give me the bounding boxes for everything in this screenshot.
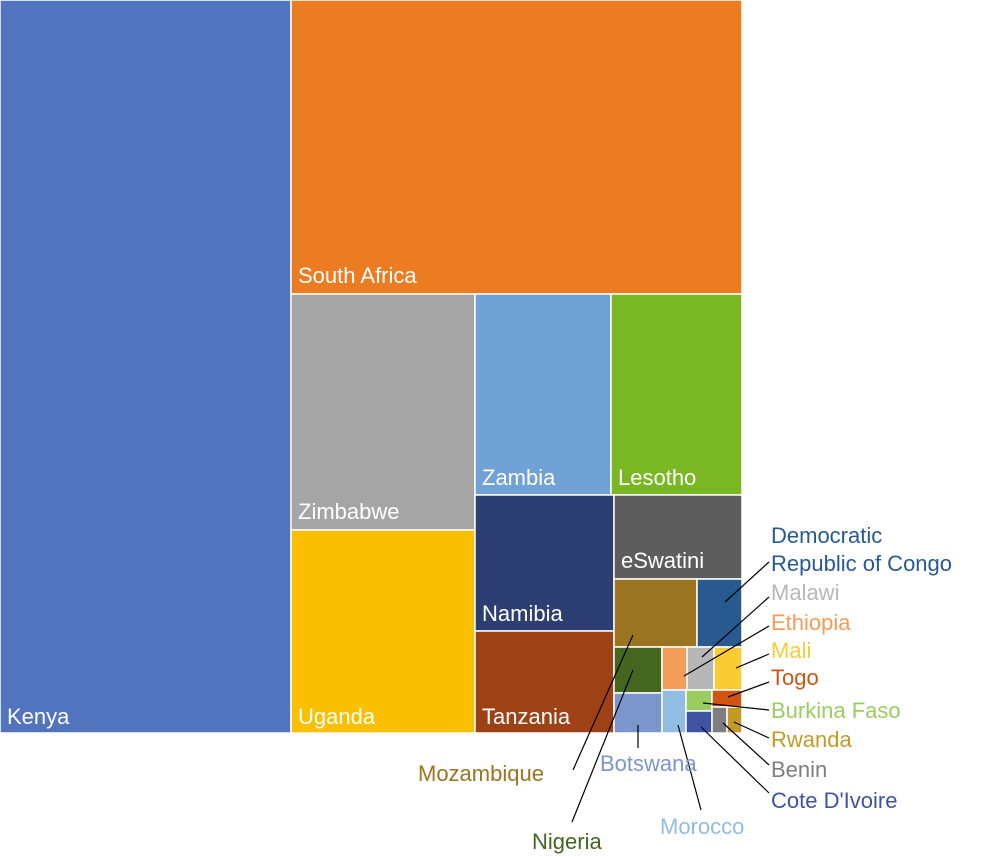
treemap-cell-mozambique <box>613 578 698 648</box>
leader-line-ethiopia <box>683 625 770 677</box>
leader-line-mozambique <box>572 634 634 771</box>
treemap-cell-morocco <box>661 689 687 734</box>
treemap-label-burkina-faso: Burkina Faso <box>771 698 901 723</box>
treemap-cell-ethiopia <box>661 646 688 691</box>
treemap-label-lesotho: Lesotho <box>618 465 696 490</box>
treemap-label-malawi: Malawi <box>771 580 839 605</box>
leader-line-burkina-faso <box>702 702 770 711</box>
treemap-label-ethiopia: Ethiopia <box>771 610 851 635</box>
treemap-cell-democratic-republic-of-congo <box>696 578 743 648</box>
leader-line-mali <box>735 653 770 669</box>
leader-line-cote-d-ivoire <box>700 726 770 794</box>
leader-line-togo <box>727 681 770 698</box>
treemap-cell-uganda <box>290 529 476 734</box>
treemap-label-zambia: Zambia <box>482 465 556 490</box>
treemap-label-rwanda: Rwanda <box>771 727 852 752</box>
treemap-cell-nigeria <box>613 646 663 694</box>
leader-line-rwanda <box>733 721 770 739</box>
treemap-cell-namibia <box>474 494 615 632</box>
treemap-label-mozambique: Mozambique <box>418 761 544 786</box>
treemap-cell-zimbabwe <box>290 293 476 531</box>
treemap-label-south-africa: South Africa <box>298 263 417 288</box>
treemap-cell-cote-d-ivoire <box>685 710 713 734</box>
leader-line-benin <box>722 722 770 766</box>
treemap-cell-kenya <box>0 0 292 734</box>
treemap-label-zimbabwe: Zimbabwe <box>298 499 399 524</box>
treemap-cell-south-africa <box>290 0 743 295</box>
treemap-label-tanzania: Tanzania <box>482 704 571 729</box>
treemap-label-uganda: Uganda <box>298 704 376 729</box>
treemap-label-benin: Benin <box>771 757 827 782</box>
treemap-label-democratic-republic-of-congo: Democratic Republic of Congo <box>771 523 952 576</box>
treemap-label-kenya: Kenya <box>7 704 70 729</box>
leader-line-morocco <box>677 724 702 811</box>
treemap-label-morocco: Morocco <box>660 814 744 839</box>
treemap-label-eswatini: eSwatini <box>621 548 704 573</box>
treemap-label-mali: Mali <box>771 638 811 663</box>
treemap-label-botswana: Botswana <box>600 751 697 776</box>
treemap-cell-mali <box>713 646 743 691</box>
treemap-cell-lesotho <box>610 293 743 496</box>
leader-line-malawi <box>701 596 770 658</box>
treemap-label-togo: Togo <box>771 665 819 690</box>
treemap-cell-burkina-faso <box>685 689 713 712</box>
treemap-cell-malawi <box>686 646 715 691</box>
leader-line-nigeria <box>571 669 634 823</box>
treemap-cell-zambia <box>474 293 612 496</box>
treemap-label-cote-d-ivoire: Cote D'Ivoire <box>771 788 897 813</box>
treemap-label-namibia: Namibia <box>482 601 563 626</box>
treemap-cell-benin <box>711 706 728 734</box>
treemap-label-nigeria: Nigeria <box>532 829 602 854</box>
treemap-cell-tanzania <box>474 630 615 734</box>
leader-line-democratic-republic-of-congo <box>724 561 770 603</box>
